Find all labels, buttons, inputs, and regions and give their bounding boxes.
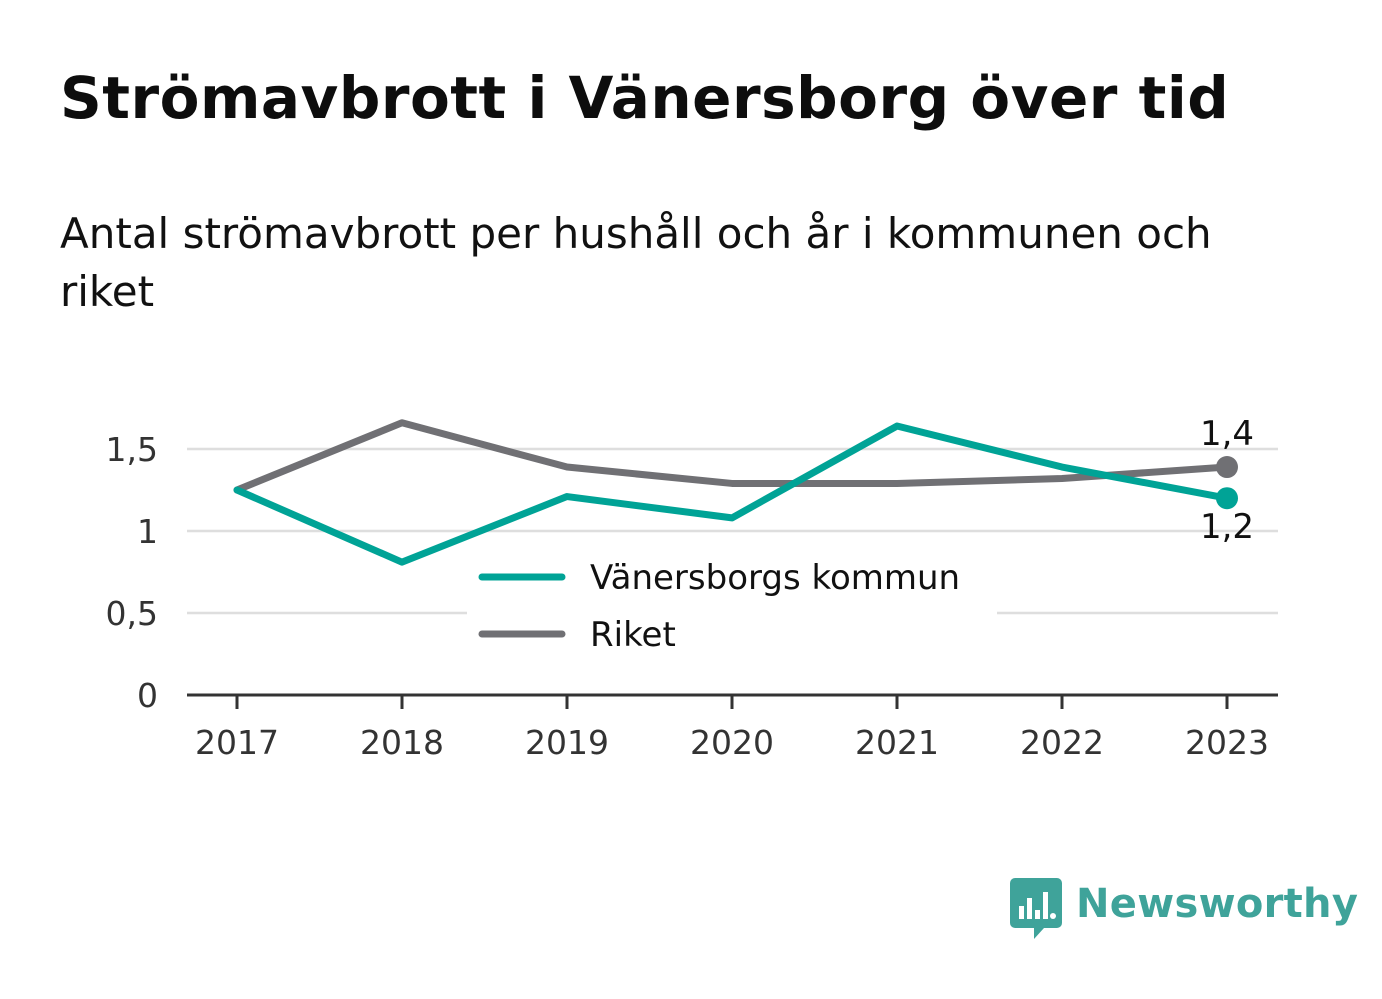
y-axis-ticks: 0 0,5 1 1,5 [106, 430, 158, 715]
end-label-riket: 1,4 [1200, 414, 1254, 454]
series-line-v-nersborgs-kommun [233, 422, 1231, 566]
x-tick-label: 2018 [360, 723, 444, 762]
end-label-v-nersborgs-kommun: 1,2 [1200, 507, 1254, 547]
x-tick-label: 2020 [690, 723, 774, 762]
x-tick-label: 2021 [855, 723, 939, 762]
x-tick-label: 2019 [525, 723, 609, 762]
y-tick-label: 0 [137, 676, 158, 715]
legend-label-riket: Riket [590, 615, 676, 655]
series-lines [233, 419, 1238, 566]
x-tick-label: 2022 [1020, 723, 1104, 762]
end-point-v-nersborgs-kommun [1216, 487, 1238, 510]
legend-background [467, 550, 997, 665]
y-tick-label: 1,5 [106, 430, 158, 469]
legend-label-v-nersborgs-kommun: Vänersborgs kommun [590, 558, 960, 598]
newsworthy-logo: Newsworthy [1010, 878, 1358, 940]
x-tick-label: 2023 [1185, 723, 1269, 762]
series-line-riket [233, 419, 1231, 494]
bar-chart-speech-bubble-icon [1010, 878, 1062, 939]
end-point-riket [1216, 456, 1238, 479]
logo-text: Newsworthy [1076, 881, 1359, 927]
x-axis-ticks: 2017 2018 2019 2020 2021 2022 2023 [195, 695, 1269, 762]
y-tick-label: 1 [137, 512, 158, 551]
chart-subtitle: Antal strömavbrott per hushåll och år i … [60, 209, 1212, 316]
legend: Vänersborgs kommun Riket [467, 550, 997, 665]
end-labels: 1,2 1,4 [1200, 414, 1254, 547]
x-tick-label: 2017 [195, 723, 279, 762]
y-tick-label: 0,5 [106, 594, 158, 633]
chart-title: Strömavbrott i Vänersborg över tid [60, 64, 1230, 132]
